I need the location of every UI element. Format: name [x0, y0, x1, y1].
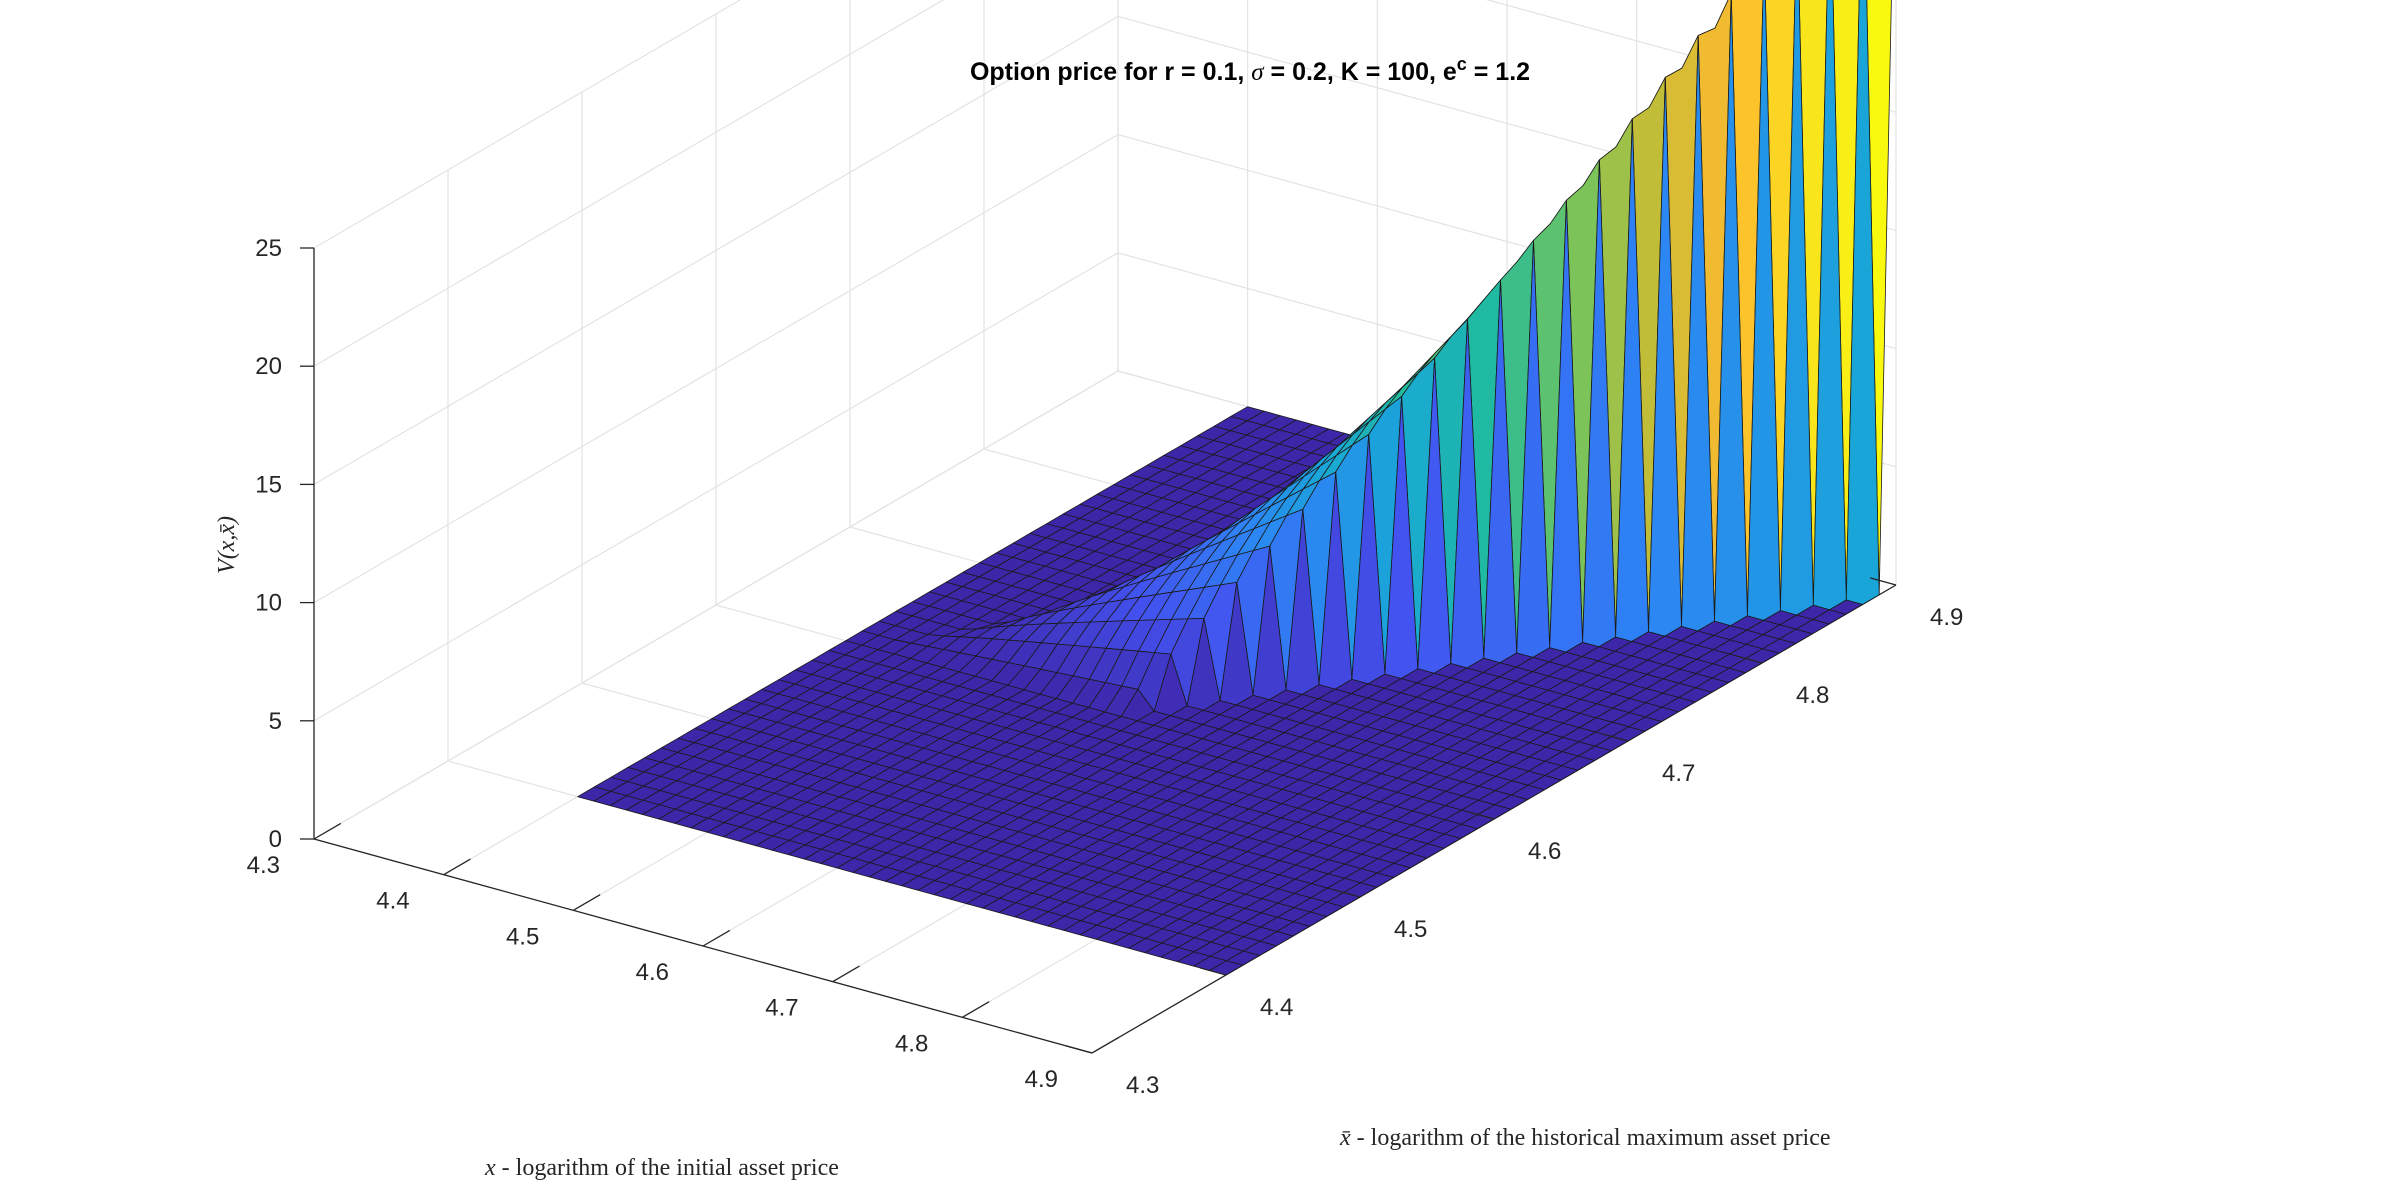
- x-tick-mark: [702, 929, 731, 947]
- x-tick-mark: [1091, 1036, 1120, 1054]
- grid-line: [313, 252, 1119, 722]
- z-tick-label: 10: [255, 590, 282, 617]
- y-tick-label: 4.4: [1260, 994, 1293, 1021]
- y-tick-label: 4.8: [1796, 682, 1829, 709]
- z-tick-label: 0: [269, 826, 282, 853]
- x-tick-label: 4.9: [1025, 1066, 1058, 1093]
- z-axis-label: V(x,x̄): [214, 516, 240, 574]
- x-tick-mark: [443, 858, 471, 876]
- y-tick-label: 4.6: [1528, 838, 1561, 865]
- x-tick-label: 4.8: [895, 1030, 928, 1057]
- grid-line: [313, 0, 945, 367]
- tick-labels: 0 5 10 15 20 25 4.3 4.4 4.5 4.6 4.7 4.8 4.9 4.3 4.4 4.5…: [247, 235, 1964, 1099]
- x-tick-mark: [832, 965, 860, 983]
- z-tick-label: 15: [255, 471, 282, 498]
- y-tick-mark: [1601, 733, 1629, 742]
- z-tick-label: 20: [255, 353, 282, 380]
- grid-line: [313, 0, 742, 249]
- y-tick-mark: [1199, 967, 1227, 976]
- x-axis-label: x - logarithm of the initial asset price: [484, 1155, 839, 1181]
- grid-line: [313, 134, 1119, 604]
- option-price-surface: [577, 0, 1892, 976]
- z-tick-label: 5: [269, 708, 282, 735]
- x-tick-label: 4.4: [376, 888, 409, 915]
- y-tick-label: 4.5: [1394, 916, 1427, 943]
- x-tick-mark: [962, 1001, 990, 1018]
- z-tick-label: 25: [255, 235, 282, 262]
- y-tick-label: 4.7: [1662, 760, 1695, 787]
- y-tick-mark: [1333, 889, 1361, 898]
- x-tick-label: 4.6: [636, 959, 669, 986]
- y-tick-label: 4.3: [1126, 1072, 1159, 1099]
- x-tick-mark: [313, 822, 342, 840]
- grid-line: [313, 15, 1119, 485]
- x-tick-label: 4.7: [765, 995, 798, 1022]
- x-tick-mark: [573, 894, 601, 911]
- y-tick-mark: [1065, 1045, 1093, 1054]
- x-tick-label: 4.3: [247, 852, 280, 879]
- y-tick-mark: [1869, 577, 1897, 586]
- chart-title: Option price for r = 0.1, σ = 0.2, K = 1…: [970, 54, 1530, 86]
- y-axis-label: x̄ - logarithm of the historical maximum…: [1339, 1125, 1831, 1151]
- y-tick-label: 4.9: [1930, 604, 1963, 631]
- y-tick-mark: [1735, 655, 1763, 664]
- y-tick-mark: [1467, 811, 1495, 820]
- x-tick-label: 4.5: [506, 923, 539, 950]
